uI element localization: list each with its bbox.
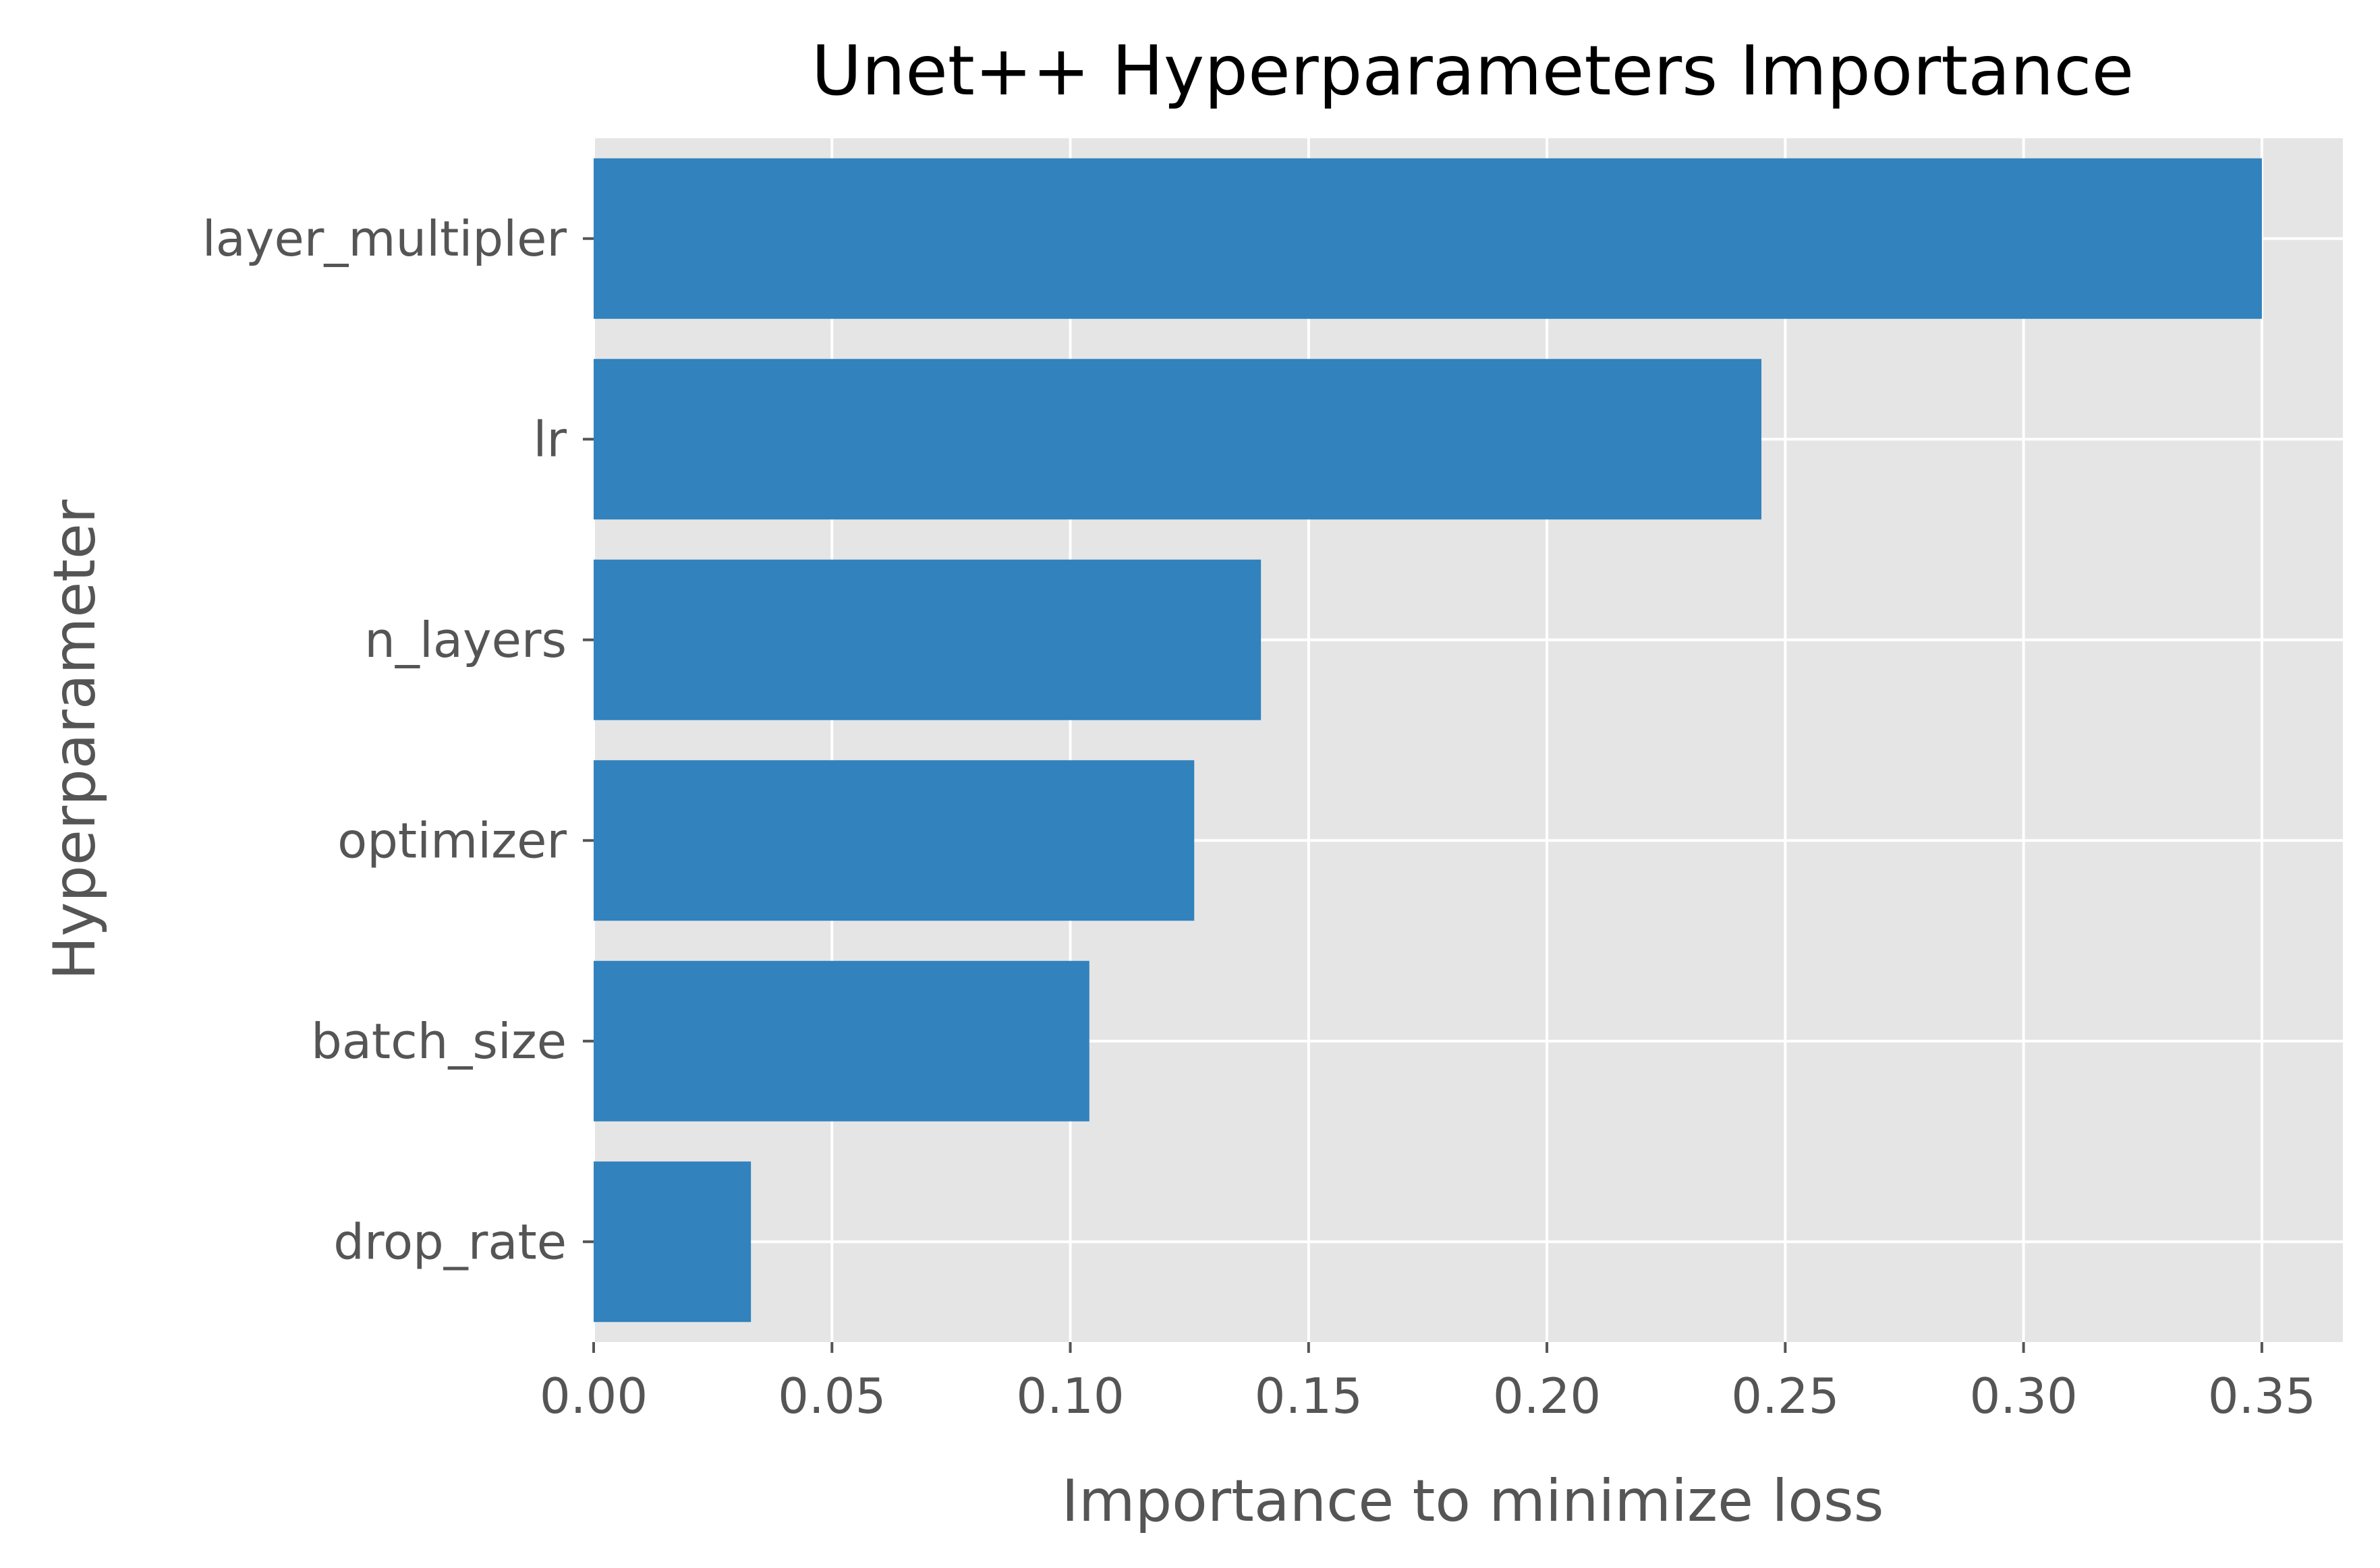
x-tick-label: 0.35 [2208,1368,2316,1424]
y-tick-label: n_layers [364,612,567,668]
y-tick-label: batch_size [311,1013,567,1070]
bars [594,158,2262,1323]
x-tick-label: 0.20 [1493,1368,1601,1424]
bar-lr [594,359,1762,520]
y-tick-label: drop_rate [333,1213,567,1270]
ticks [583,237,2263,1353]
x-tick-label: 0.05 [778,1368,886,1424]
x-tick-label: 0.00 [540,1368,648,1424]
x-axis-label: Importance to minimize loss [1061,1468,1883,1535]
bar-optimizer [594,760,1195,921]
bar-n-layers [594,559,1262,720]
x-tick-label: 0.10 [1016,1368,1124,1424]
x-tick-label: 0.25 [1731,1368,1839,1424]
bar-layer-multipler [594,158,2262,319]
x-tick-label: 0.15 [1255,1368,1363,1424]
y-tick-label: lr [533,411,567,467]
x-tick-labels: 0.00 0.05 0.10 0.15 0.20 0.25 0.30 0.35 [540,1368,2316,1424]
y-tick-label: layer_multipler [202,210,567,267]
chart-title: Unet++ Hyperparameters Importance [812,31,2134,111]
bar-drop-rate [594,1161,752,1323]
x-tick-label: 0.30 [1969,1368,2077,1424]
y-axis-label: Hyperparameter [41,499,109,980]
bar-batch-size [594,960,1089,1122]
y-tick-label: optimizer [337,812,567,869]
plot-background [594,138,2343,1342]
